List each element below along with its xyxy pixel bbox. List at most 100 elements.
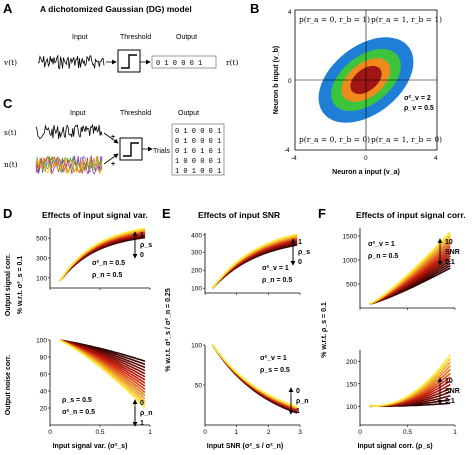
quadrant-label: p(r_a = 0, r_b = 0) bbox=[299, 135, 370, 144]
plot-e-top: 100 200 300 400 1 ρ_s 0 σ²_v = 1 ρ_n = 0.5 bbox=[191, 232, 310, 295]
noise-trace-line bbox=[35, 155, 103, 174]
plot-f-top: 500 1000 1500 σ²_v = 1 ρ_n = 0.5 10 SNR 0.1 bbox=[343, 228, 460, 310]
trials-box bbox=[171, 123, 225, 176]
panel-a: A A dichotomized Gaussian (DG) model Inp… bbox=[3, 1, 239, 73]
y-tick-label: 200 bbox=[191, 268, 202, 275]
y-tick: 4 bbox=[288, 9, 292, 16]
x-tick-label: 0 bbox=[48, 429, 52, 436]
trials-label: Trials bbox=[153, 148, 170, 155]
threshold-box bbox=[117, 49, 141, 73]
y-tick-label: 100 bbox=[191, 286, 202, 293]
noise-traces bbox=[35, 154, 103, 175]
x-tick-label: 0.5 bbox=[95, 429, 104, 436]
signal-v-label: v(t) bbox=[3, 58, 17, 67]
legend-high: 10 bbox=[445, 239, 453, 246]
y-tick-label: 300 bbox=[36, 256, 47, 263]
correlation-annotation: ρ_v = 0.5 bbox=[404, 105, 434, 112]
panel-f-title: Effects of input signal corr. bbox=[356, 210, 466, 220]
output-label: Output bbox=[176, 34, 197, 41]
annotation: σ²_v = 1 bbox=[368, 241, 395, 248]
trial-row: 1 0 0 0 0 1 bbox=[175, 158, 221, 166]
panel-d-title: Effects of input signal var. bbox=[42, 210, 148, 220]
plus-sign: + bbox=[111, 134, 115, 141]
plot-e-bottom: 0 1 2 3 50 100 σ²_v = 1 ρ_s = 0.5 0 ρ_n 1 bbox=[191, 343, 308, 437]
y-tick-label: 100 bbox=[36, 275, 47, 282]
y-tick-label: 150 bbox=[346, 381, 357, 388]
series-curve bbox=[211, 233, 298, 289]
input-noise-trace bbox=[37, 54, 105, 70]
annotation: σ²_n = 0.5 bbox=[92, 260, 125, 267]
legend-high: 0 bbox=[140, 400, 144, 407]
x-tick: -4 bbox=[291, 155, 297, 162]
spike-sequence: 0 1 0 0 0 1 bbox=[156, 60, 202, 68]
signal-s-label: s(t) bbox=[4, 128, 17, 137]
panel-letter-b: B bbox=[250, 1, 259, 16]
quadrant-label: p(r_a = 0, r_b = 1) bbox=[299, 15, 370, 24]
annotation: ρ_s = 0.5 bbox=[260, 367, 290, 374]
x-tick-label: 1 bbox=[148, 429, 152, 436]
x-tick-label: 3 bbox=[298, 429, 302, 436]
legend-low: 1 bbox=[296, 408, 300, 415]
x-axis-label: Neuron a input (v_a) bbox=[332, 169, 400, 176]
legend-low: 0 bbox=[298, 259, 302, 266]
panel-letter-a: A bbox=[3, 1, 13, 16]
legend-param: SNR bbox=[445, 249, 460, 256]
plot-d-top: 100 300 500 1 ρ_s 0 σ²_n = 0.5 ρ_n = 0.5 bbox=[36, 227, 152, 290]
legend-high: 10 bbox=[445, 378, 453, 385]
spike-box bbox=[151, 55, 217, 69]
arrow-signal-in bbox=[103, 132, 119, 144]
panel-e-title: Effects of input SNR bbox=[198, 210, 280, 220]
trial-row: 0 1 0 1 0 1 bbox=[175, 148, 221, 156]
output-label: Output bbox=[178, 110, 199, 117]
annotation: σ²_v = 1 bbox=[260, 355, 287, 362]
y-tick-label: 100 bbox=[36, 338, 47, 345]
series-curve bbox=[369, 231, 451, 305]
sub-y-label: % w.r.t. σ²_s = 0.1 bbox=[17, 256, 24, 315]
annotation: ρ_n = 0.5 bbox=[368, 253, 398, 260]
input-label: Input bbox=[72, 34, 88, 41]
legend-param: ρ_n bbox=[140, 410, 153, 417]
y-tick: 0 bbox=[288, 78, 292, 85]
legend-low: 1 bbox=[140, 420, 144, 427]
x-tick-label: 0.5 bbox=[403, 429, 412, 436]
x-tick-label: 2 bbox=[267, 429, 271, 436]
x-tick-label: 0 bbox=[203, 429, 207, 436]
trial-row: 1 0 1 0 0 1 bbox=[175, 168, 221, 176]
series-curve bbox=[369, 354, 451, 408]
y-tick-label: 20 bbox=[40, 406, 48, 413]
x-tick-label: 1 bbox=[235, 429, 239, 436]
plus-sign: + bbox=[111, 161, 115, 168]
plot-d-bottom: 0 0.5 1 20 40 60 80 100 ρ_s = 0.5 σ²_n = 0.5 0 ρ_n 1 bbox=[36, 338, 152, 437]
y-tick-label: 500 bbox=[346, 282, 357, 289]
signal-trace bbox=[35, 123, 103, 140]
panel-letter-f: F bbox=[318, 206, 326, 221]
panel-f: F Effects of input signal corr. % w.r.t.… bbox=[318, 206, 466, 450]
y-tick-label: 500 bbox=[36, 236, 47, 243]
legend-low: 0.1 bbox=[445, 259, 455, 266]
y-tick-label: 40 bbox=[40, 389, 48, 396]
noise-trace-line bbox=[35, 155, 103, 174]
legend-high: 0 bbox=[296, 388, 300, 395]
sub-y-label: % w.r.t. σ²_s / σ²_n = 0.25 bbox=[165, 288, 172, 372]
series-curve bbox=[211, 344, 298, 408]
panel-b: B p(r_a = 0, r_b = 1) p(r_a = 1, r_b = 1… bbox=[250, 1, 442, 176]
y-tick-label: 100 bbox=[346, 404, 357, 411]
panel-c: C Input Threshold Output s(t) n(t) + + T… bbox=[3, 96, 225, 176]
quadrant-label: p(r_a = 1, r_b = 0) bbox=[371, 135, 442, 144]
series-curve bbox=[59, 227, 146, 282]
legend-param: SNR bbox=[445, 388, 460, 395]
panel-letter-c: C bbox=[3, 96, 13, 111]
series-curve bbox=[59, 339, 146, 409]
legend-high: 1 bbox=[298, 239, 302, 246]
annotation: σ²_n = 0.5 bbox=[62, 409, 95, 416]
arrow-noise-in bbox=[103, 153, 119, 165]
legend-param: ρ_s bbox=[298, 249, 310, 256]
y-tick-label: 1000 bbox=[343, 258, 358, 265]
y-tick: -4 bbox=[284, 147, 290, 154]
panel-letter-e: E bbox=[162, 206, 171, 221]
legend-low: 0.1 bbox=[445, 398, 455, 405]
trial-row: 0 1 0 0 0 1 bbox=[175, 138, 221, 146]
noise-trace-line bbox=[35, 156, 103, 175]
x-tick: 0 bbox=[364, 155, 368, 162]
x-tick-label: 0 bbox=[358, 429, 362, 436]
